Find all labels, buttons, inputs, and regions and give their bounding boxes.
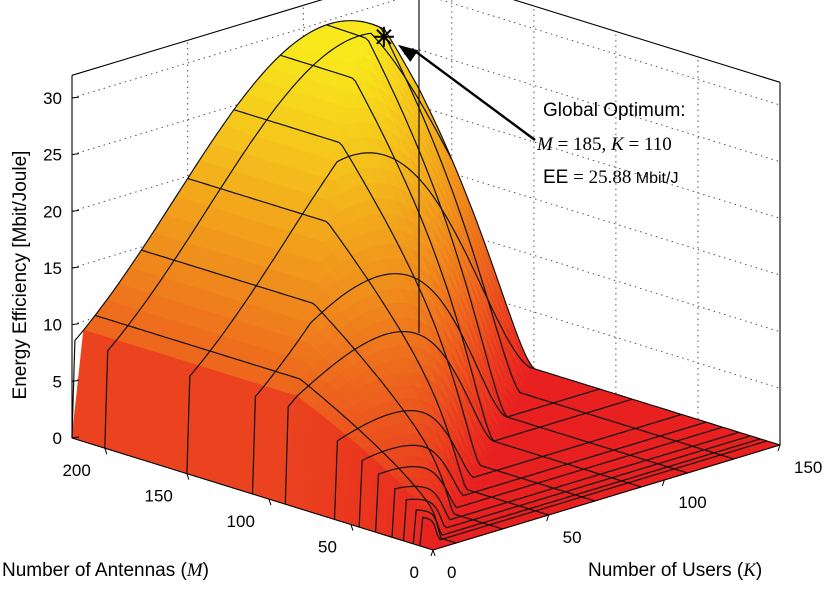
mesh-line-m <box>333 410 682 520</box>
z-tick-label: 10 <box>43 316 62 335</box>
x-tick-mark <box>432 549 436 557</box>
z-tick-mark <box>71 323 80 326</box>
mesh-line-m <box>412 438 761 544</box>
y-tick-label: 100 <box>678 493 706 512</box>
z-axis-label: Energy Efficiency [Mbit/Joule] <box>10 151 31 400</box>
z-tick-label: 5 <box>53 372 62 391</box>
x-tick-label: 0 <box>410 563 419 582</box>
axis-box-edge <box>71 0 323 76</box>
surface-mesh-lines <box>71 20 781 546</box>
mesh-line-k <box>372 23 734 460</box>
y-tick-label: 0 <box>447 563 456 582</box>
z-tick-label: 0 <box>53 429 62 448</box>
z-tick-label: 15 <box>43 259 62 278</box>
axes-box <box>71 0 781 551</box>
mesh-line-k <box>233 109 596 502</box>
mesh-line-m <box>391 431 740 538</box>
mesh-line-k <box>94 314 457 544</box>
mesh-line-m <box>419 440 768 546</box>
z-tick-mark <box>71 96 80 99</box>
y-tick-mark <box>430 549 434 557</box>
annotation-title: Global Optimum: <box>543 100 686 121</box>
x-tick-mark <box>268 498 272 506</box>
z-tick-mark <box>71 379 80 382</box>
energy-efficiency-surface <box>71 20 782 551</box>
annotation-arrow <box>397 44 536 141</box>
y-tick-mark <box>546 514 550 522</box>
arrow-head <box>397 44 419 62</box>
mesh-line-m <box>358 421 707 528</box>
x-tick-label: 50 <box>318 538 337 557</box>
mesh-line-k <box>418 88 781 446</box>
mesh-line-m <box>284 331 633 505</box>
x-tick-mark <box>104 448 108 455</box>
z-tick-label: 30 <box>43 89 62 108</box>
axis-box-edge <box>71 437 434 551</box>
mesh-line-k <box>280 54 642 488</box>
z-tick-mark <box>71 436 80 439</box>
x-axis-label: Number of Antennas (M) <box>2 560 209 581</box>
z-tick-mark <box>71 209 80 212</box>
mesh-line-k <box>141 249 503 530</box>
x-tick-mark <box>186 473 190 480</box>
y-tick-label: 150 <box>794 458 822 477</box>
x-tick-label: 150 <box>144 487 172 506</box>
mesh-line-m <box>375 426 723 533</box>
mesh-line-m <box>104 32 453 449</box>
z-tick-mark <box>71 153 80 156</box>
annotation-optimum-values: M = 185, K = 110 <box>536 134 672 155</box>
mesh-line-k <box>187 177 549 516</box>
mesh-line-k <box>326 24 688 474</box>
mesh-line-m <box>402 435 751 541</box>
mesh-line-m <box>71 20 420 439</box>
z-tick-mark <box>71 266 80 269</box>
axis-box-edge <box>512 0 781 83</box>
mesh-line-m <box>251 273 600 495</box>
y-tick-mark <box>661 479 665 487</box>
optimum-marker <box>373 26 394 47</box>
y-axis-label: Number of Users (K) <box>588 560 762 581</box>
z-tick-label: 25 <box>43 146 62 165</box>
annotation-ee-value: EE = 25.88 Mbit/J <box>543 167 678 188</box>
x-tick-label: 100 <box>227 512 255 531</box>
optimum-star-stroke <box>376 29 392 45</box>
z-tick-label: 20 <box>43 202 62 221</box>
y-tick-mark <box>777 444 781 452</box>
x-tick-mark <box>350 524 354 531</box>
axis-box-edge <box>432 444 781 551</box>
x-tick-label: 200 <box>62 461 90 480</box>
y-tick-label: 50 <box>563 528 582 547</box>
arrow-shaft <box>411 47 536 141</box>
mesh-line-m <box>186 152 535 474</box>
